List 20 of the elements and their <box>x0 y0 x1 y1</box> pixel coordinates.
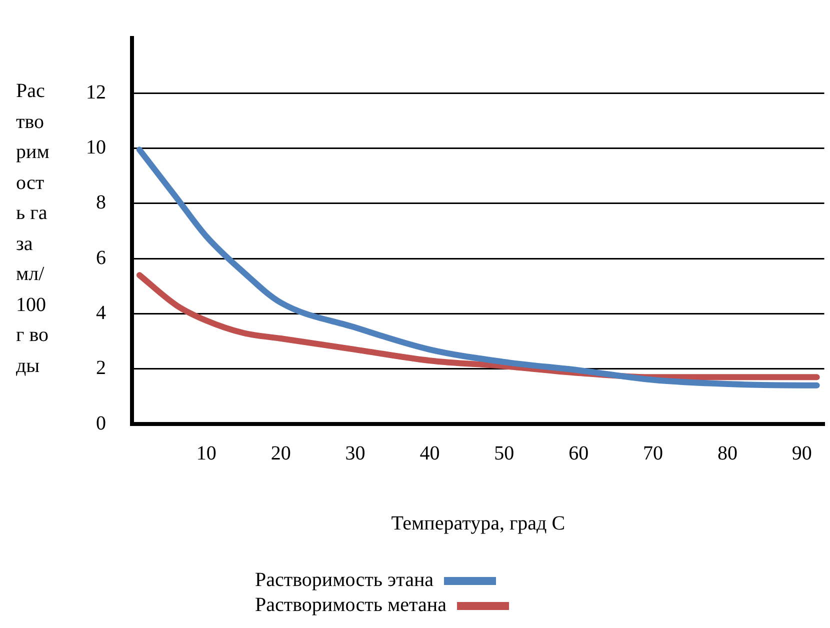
x-tick-label: 60 <box>568 442 589 464</box>
x-tick-label: 20 <box>270 442 291 464</box>
text: Растворимость газа мл/100 г воды <box>16 80 50 376</box>
x-tick-label: 40 <box>420 442 440 464</box>
x-axis-title: Температура, град С <box>391 512 566 534</box>
y-tick-label: 12 <box>86 81 106 104</box>
x-tick-label: 80 <box>718 442 738 464</box>
x-tick-label: 10 <box>196 442 216 464</box>
x-tick-label: 30 <box>345 442 366 464</box>
x-tick-label: 50 <box>494 442 514 464</box>
y-tick-label: 0 <box>96 412 106 434</box>
x-tick-label: 70 <box>643 442 664 464</box>
legend-label: Растворимость метана <box>255 594 446 617</box>
y-tick-label: 8 <box>96 192 106 214</box>
y-tick-label: 6 <box>96 246 106 269</box>
y-tick-label: 4 <box>96 302 106 324</box>
y-tick-label: 2 <box>96 357 106 380</box>
legend-label: Растворимость этана <box>255 569 434 592</box>
y-tick-label: 10 <box>86 136 106 159</box>
x-tick-label: 90 <box>792 442 812 464</box>
